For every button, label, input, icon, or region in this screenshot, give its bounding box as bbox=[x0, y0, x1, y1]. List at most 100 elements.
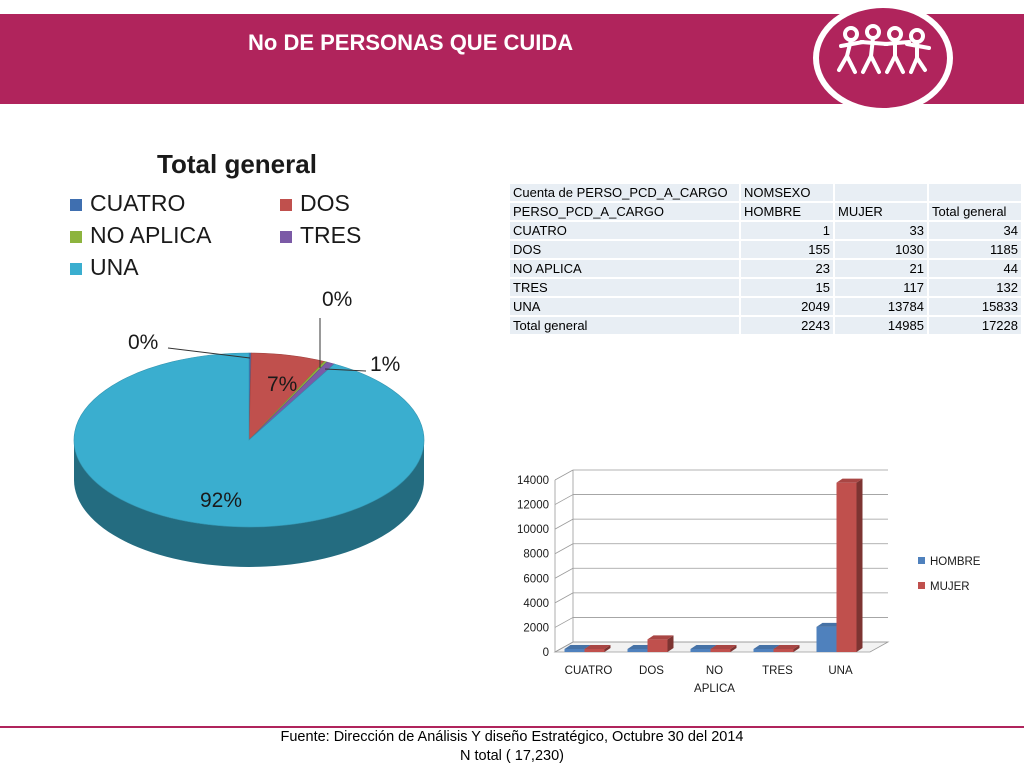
bar-gridline-side bbox=[554, 494, 574, 505]
bar-mujer-top bbox=[710, 645, 737, 649]
table-cell: 14985 bbox=[833, 315, 929, 336]
table-cell: CUATRO bbox=[508, 220, 741, 241]
table-row: UNA 2049 13784 15833 bbox=[508, 296, 1023, 317]
pie-leader-line bbox=[167, 347, 251, 359]
legend-swatch bbox=[280, 199, 292, 211]
table-cell: 1185 bbox=[927, 239, 1023, 260]
dancing-people-logo-icon bbox=[837, 24, 931, 74]
pie-slice-side bbox=[74, 440, 424, 567]
bar-gridline-side bbox=[554, 641, 574, 653]
table-cell: UNA bbox=[508, 296, 741, 317]
legend-swatch bbox=[70, 263, 82, 275]
bar-legend-label: HOMBRE bbox=[930, 556, 981, 568]
table-cell: 34 bbox=[927, 220, 1023, 241]
bar-mujer-top bbox=[647, 635, 674, 640]
bar-legend-swatch bbox=[918, 582, 925, 589]
legend-swatch bbox=[70, 199, 82, 211]
table-header-row: Cuenta de PERSO_PCD_A_CARGO NOMSEXO bbox=[508, 182, 1023, 203]
bar-mujer-side bbox=[856, 478, 863, 652]
bar-mujer-front bbox=[647, 639, 668, 652]
table-cell: NOMSEXO bbox=[739, 182, 835, 203]
bar-bars bbox=[564, 478, 863, 652]
table-cell: NO APLICA bbox=[508, 258, 741, 279]
bar-mujer-top bbox=[836, 478, 863, 483]
pie-data-label: 92% bbox=[200, 489, 242, 512]
legend-swatch bbox=[280, 231, 292, 243]
table-column-headers: PERSO_PCD_A_CARGO HOMBRE MUJER Total gen… bbox=[508, 201, 1023, 222]
data-table: Cuenta de PERSO_PCD_A_CARGO NOMSEXO PERS… bbox=[508, 182, 1023, 336]
bar-y-tick-label: 14000 bbox=[517, 475, 549, 487]
bar-y-tick-label: 6000 bbox=[523, 573, 549, 585]
bar-y-tick-label: 10000 bbox=[517, 524, 549, 536]
table-total-row: Total general 2243 14985 17228 bbox=[508, 315, 1023, 336]
bar-gridline-side bbox=[554, 617, 574, 628]
bar-x-tick-label: APLICA bbox=[694, 683, 735, 695]
table-cell: Cuenta de PERSO_PCD_A_CARGO bbox=[508, 182, 741, 203]
bar-hombre-top bbox=[627, 645, 654, 649]
bar-x-tick-label: DOS bbox=[639, 665, 664, 677]
bar-x-tick-label: UNA bbox=[828, 665, 853, 677]
footer-total: N total ( 17,230) bbox=[460, 748, 564, 764]
bar-hombre-front bbox=[816, 626, 837, 652]
pie-legend: CUATRO DOS NO APLICA TRES UNA bbox=[70, 190, 361, 280]
bar-chart: 0 2000 4000 6000 8000 10000 12000 14000 CUATRO DO… bbox=[517, 469, 981, 695]
table-cell: TRES bbox=[508, 277, 741, 298]
legend-label: TRES bbox=[300, 222, 361, 248]
table-column-header: PERSO_PCD_A_CARGO bbox=[508, 201, 741, 222]
logo bbox=[813, 2, 953, 114]
bar-hombre-top bbox=[753, 645, 780, 649]
table-cell: DOS bbox=[508, 239, 741, 260]
bar-gridline-side bbox=[554, 543, 574, 555]
table-cell: 1030 bbox=[833, 239, 929, 260]
table-column-header: MUJER bbox=[833, 201, 929, 222]
bar-y-tick-label: 4000 bbox=[523, 598, 549, 610]
bar-hombre-top bbox=[816, 622, 843, 627]
bar-y-tick-label: 8000 bbox=[523, 549, 549, 561]
bar-mujer-side bbox=[667, 635, 674, 652]
table-cell bbox=[833, 182, 929, 203]
bar-y-tick-label: 0 bbox=[543, 647, 549, 659]
table-row: CUATRO 1 33 34 bbox=[508, 220, 1023, 241]
bar-y-tick-label: 12000 bbox=[517, 500, 549, 512]
bar-y-tick-label: 2000 bbox=[523, 622, 549, 634]
bar-x-tick-label: NO bbox=[706, 665, 723, 677]
bar-mujer-front bbox=[773, 649, 794, 652]
bar-hombre-top bbox=[690, 645, 717, 649]
table-cell: 155 bbox=[739, 239, 835, 260]
legend-label: DOS bbox=[300, 190, 350, 216]
bar-gridline-side bbox=[554, 592, 574, 604]
table-cell: 1 bbox=[739, 220, 835, 241]
table-row: NO APLICA 23 21 44 bbox=[508, 258, 1023, 279]
legend-label: UNA bbox=[90, 254, 139, 280]
table-cell bbox=[927, 182, 1023, 203]
table-cell: 132 bbox=[927, 277, 1023, 298]
pie-data-label: 7% bbox=[267, 373, 297, 396]
pie-data-label: 1% bbox=[370, 353, 400, 376]
bar-gridline-side bbox=[554, 518, 574, 530]
bar-mujer-front bbox=[710, 649, 731, 652]
table-cell: 44 bbox=[927, 258, 1023, 279]
pie-leader-line bbox=[324, 368, 367, 372]
table-cell: 2243 bbox=[739, 315, 835, 336]
table-row: TRES 15 117 132 bbox=[508, 277, 1023, 298]
footer: Fuente: Dirección de Análisis Y diseño E… bbox=[0, 726, 1024, 768]
legend-label: NO APLICA bbox=[90, 222, 212, 248]
table-cell: 17228 bbox=[927, 315, 1023, 336]
pie-data-label: 0% bbox=[128, 331, 158, 354]
bar-gridline-side bbox=[554, 469, 574, 481]
bar-x-tick-label: TRES bbox=[762, 665, 793, 677]
legend-label: CUATRO bbox=[90, 190, 185, 216]
table-column-header: Total general bbox=[927, 201, 1023, 222]
bar-legend-label: MUJER bbox=[930, 581, 970, 593]
bar-mujer-top bbox=[773, 645, 800, 649]
bar-hombre-front bbox=[564, 649, 585, 652]
bar-legend-swatch bbox=[918, 557, 925, 564]
legend-swatch bbox=[70, 231, 82, 243]
bar-axis: 0 2000 4000 6000 8000 10000 12000 14000 CUATRO DO… bbox=[517, 475, 853, 695]
table-cell: 33 bbox=[833, 220, 929, 241]
bar-hombre-front bbox=[753, 649, 774, 652]
pie-chart-title: Total general bbox=[157, 149, 317, 179]
bar-legend: HOMBRE MUJER bbox=[918, 556, 981, 593]
pie-body bbox=[73, 352, 425, 567]
